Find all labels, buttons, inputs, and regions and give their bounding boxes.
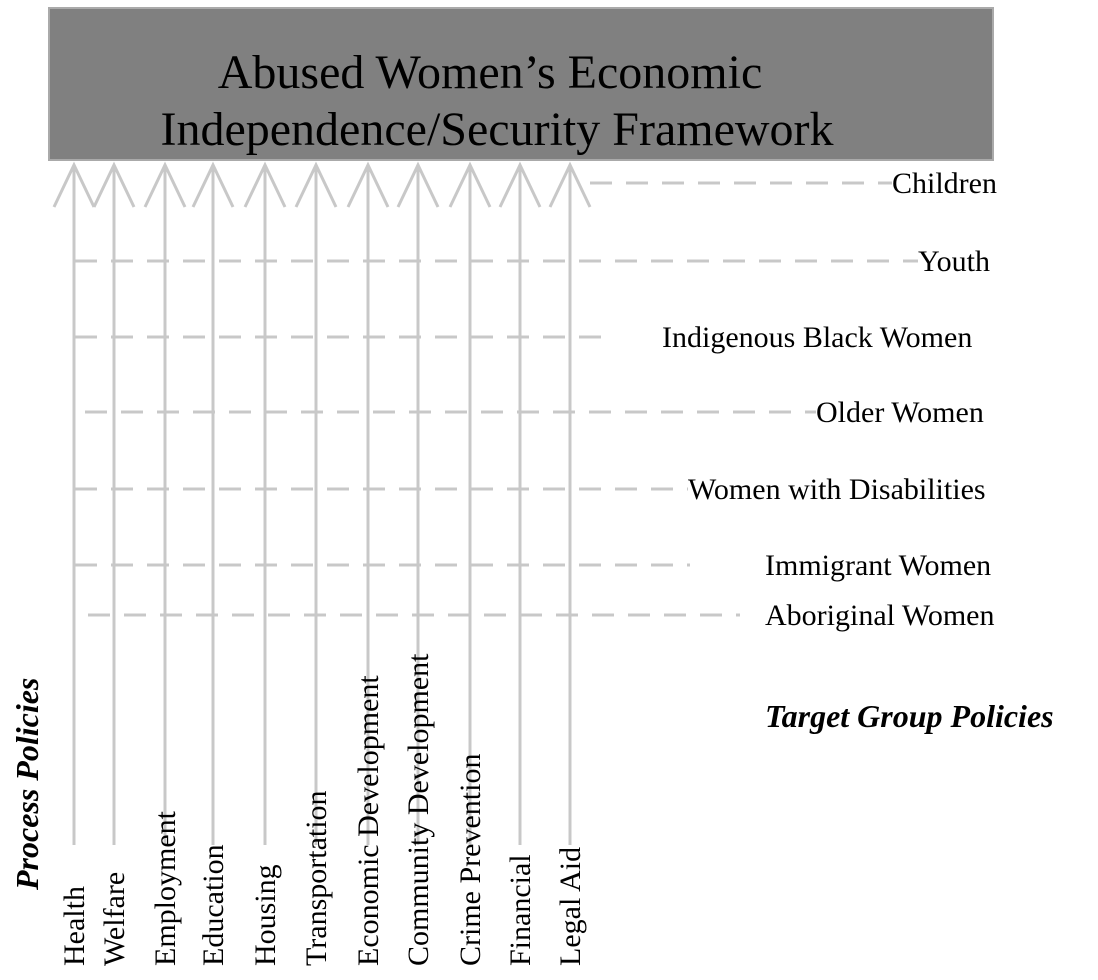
title-box [48, 7, 994, 161]
process-policy: Community Development [402, 653, 435, 966]
target-group: Youth [918, 245, 990, 278]
title-line: Abused Women’s Economic [218, 46, 763, 99]
target-group: Women with Disabilities [688, 473, 986, 506]
process-policy: Education [197, 844, 230, 966]
target-group: Children [892, 167, 997, 200]
target-group: Immigrant Women [765, 549, 991, 582]
process-policy: Legal Aid [554, 847, 587, 966]
target-group: Older Women [816, 396, 984, 429]
arrow-head [548, 161, 592, 208]
arrow-head [243, 161, 287, 208]
arrow-head [191, 161, 235, 208]
target-group: Indigenous Black Women [662, 321, 972, 354]
target-group-label: Target Group Policies [765, 698, 1054, 734]
process-policy: Employment [149, 810, 182, 966]
arrow-head [294, 161, 338, 208]
arrow-head [448, 161, 492, 208]
arrow-head [396, 161, 440, 208]
arrow-head [92, 161, 136, 208]
title-line: Independence/Security Framework [160, 103, 833, 156]
arrow-head [143, 161, 187, 208]
process-policy: Crime Prevention [454, 754, 487, 966]
process-policy: Financial [504, 854, 537, 966]
arrow-head [346, 161, 390, 208]
process-policy: Health [58, 886, 91, 966]
process-policy: Housing [249, 864, 282, 966]
process-policy: Economic Development [352, 675, 385, 966]
target-group: Aboriginal Women [765, 599, 995, 632]
process-policy: Transportation [300, 790, 333, 966]
process-policy: Welfare [98, 872, 131, 966]
arrow-head [498, 161, 542, 208]
process-policies-label: Process Policies [9, 678, 45, 891]
arrow-head [52, 161, 96, 208]
